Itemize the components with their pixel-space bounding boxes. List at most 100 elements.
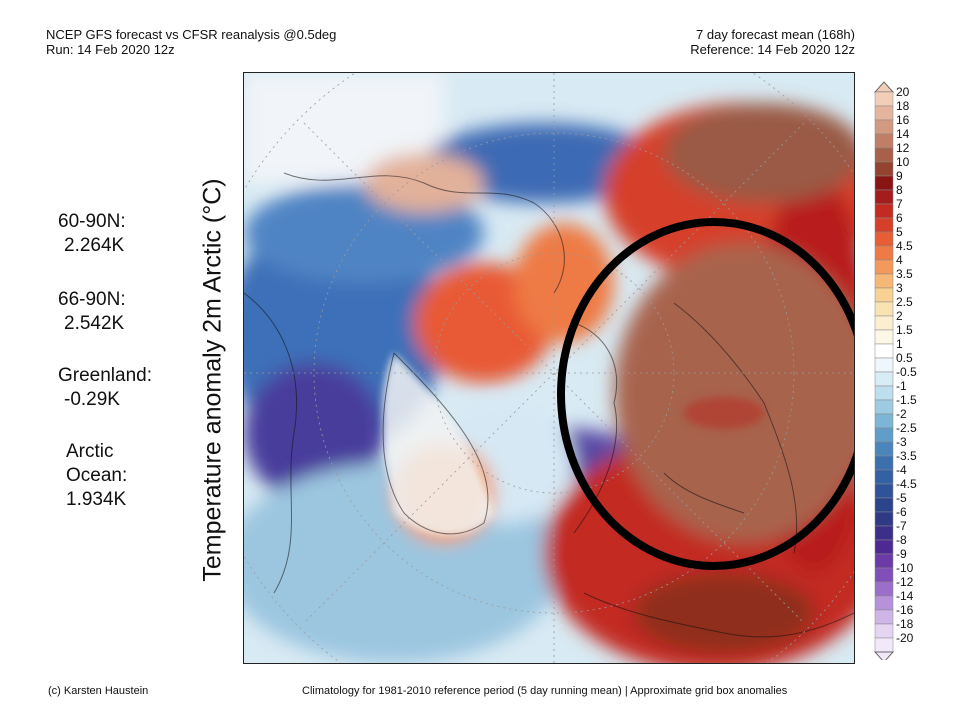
stat-label: 60-90N: — [58, 211, 126, 232]
colorbar-box — [874, 539, 894, 555]
colorbar-box — [874, 413, 894, 429]
colorbar-box — [874, 525, 894, 541]
colorbar-labels: 201816141210987654.543.532.521.510.5-0.5… — [896, 85, 917, 645]
colorbar-tick-label: -2 — [896, 407, 907, 421]
colorbar-boxes — [873, 81, 895, 660]
colorbar-box — [874, 623, 894, 639]
colorbar-tick-label: 3.5 — [896, 267, 913, 281]
colorbar-box — [874, 133, 894, 149]
colorbar-box — [874, 119, 894, 135]
stat-value: 2.542K — [64, 313, 125, 334]
colorbar-box — [874, 343, 894, 359]
colorbar-box — [874, 483, 894, 499]
colorbar-box — [874, 217, 894, 233]
colorbar-bottom-arrow — [873, 651, 895, 660]
colorbar-tick-label: -7 — [896, 519, 907, 533]
colorbar-tick-label: 2.5 — [896, 295, 913, 309]
colorbar-tick-label: -2.5 — [896, 421, 917, 435]
colorbar-box — [874, 301, 894, 317]
colorbar-tick-label: 20 — [896, 85, 910, 99]
graticule — [244, 73, 854, 663]
colorbar-tick-label: -6 — [896, 505, 907, 519]
copyright: (c) Karsten Haustein — [48, 685, 149, 697]
colorbar-tick-label: -4 — [896, 463, 907, 477]
climatology-note: Climatology for 1981-2010 reference peri… — [302, 685, 788, 697]
colorbar-tick-label: 12 — [896, 141, 910, 155]
colorbar-box — [874, 357, 894, 373]
coastlines — [244, 172, 854, 638]
colorbar-tick-label: 10 — [896, 155, 910, 169]
title-line-1: NCEP GFS forecast vs CFSR reanalysis @0.… — [46, 27, 337, 42]
colorbar-box — [874, 315, 894, 331]
colorbar-tick-label: -8 — [896, 533, 907, 547]
stat-value: -0.29K — [64, 389, 120, 410]
colorbar-box — [874, 147, 894, 163]
colorbar: 201816141210987654.543.532.521.510.5-0.5… — [873, 81, 917, 660]
header-left: NCEP GFS forecast vs CFSR reanalysis @0.… — [46, 27, 336, 57]
colorbar-tick-label: 14 — [896, 127, 910, 141]
stat-value: 2.264K — [64, 235, 125, 256]
y-axis-label: Temperature anomaly 2m Arctic (°C) — [198, 178, 227, 582]
colorbar-tick-label: -5 — [896, 491, 907, 505]
colorbar-box — [874, 567, 894, 583]
colorbar-tick-label: -4.5 — [896, 477, 917, 491]
colorbar-box — [874, 287, 894, 303]
colorbar-box — [874, 329, 894, 345]
colorbar-tick-label: -14 — [896, 589, 914, 603]
colorbar-tick-label: -10 — [896, 561, 914, 575]
stat-label: Ocean: — [66, 465, 128, 486]
colorbar-box — [874, 245, 894, 261]
map-canvas — [244, 73, 854, 663]
header-right: 7 day forecast mean (168h) Reference: 14… — [690, 27, 855, 57]
stat-60-90n: 60-90N: 2.264K — [58, 210, 126, 258]
colorbar-tick-label: 5 — [896, 225, 903, 239]
colorbar-tick-label: 2 — [896, 309, 903, 323]
colorbar-box — [874, 399, 894, 415]
colorbar-box — [874, 595, 894, 611]
stat-greenland: Greenland: -0.29K — [58, 364, 152, 412]
forecast-period: 7 day forecast mean (168h) — [696, 27, 855, 42]
colorbar-tick-label: 1.5 — [896, 323, 913, 337]
colorbar-box — [874, 427, 894, 443]
stat-arctic-ocean: Arctic Ocean: 1.934K — [66, 440, 127, 512]
colorbar-tick-label: 3 — [896, 281, 903, 295]
colorbar-box — [874, 175, 894, 191]
colorbar-box — [874, 637, 894, 653]
colorbar-tick-label: 1 — [896, 337, 903, 351]
colorbar-tick-label: -12 — [896, 575, 914, 589]
colorbar-tick-label: -3.5 — [896, 449, 917, 463]
colorbar-box — [874, 385, 894, 401]
colorbar-tick-label: 8 — [896, 183, 903, 197]
colorbar-tick-label: 9 — [896, 169, 903, 183]
colorbar-tick-label: 16 — [896, 113, 910, 127]
colorbar-box — [874, 203, 894, 219]
colorbar-box — [874, 581, 894, 597]
colorbar-top-arrow — [873, 81, 895, 93]
colorbar-tick-label: -1.5 — [896, 393, 917, 407]
colorbar-box — [874, 497, 894, 513]
colorbar-tick-label: 18 — [896, 99, 910, 113]
colorbar-tick-label: -1 — [896, 379, 907, 393]
stat-66-90n: 66-90N: 2.542K — [58, 288, 126, 336]
stat-label: Greenland: — [58, 365, 153, 386]
colorbar-box — [874, 511, 894, 527]
colorbar-box — [874, 553, 894, 569]
colorbar-box — [874, 161, 894, 177]
colorbar-box — [874, 105, 894, 121]
colorbar-box — [874, 259, 894, 275]
colorbar-tick-label: 4.5 — [896, 239, 913, 253]
colorbar-tick-label: -20 — [896, 631, 914, 645]
colorbar-box — [874, 273, 894, 289]
colorbar-box — [874, 455, 894, 471]
colorbar-tick-label: -18 — [896, 617, 914, 631]
colorbar-box — [874, 371, 894, 387]
colorbar-tick-label: 4 — [896, 253, 903, 267]
highlight-ellipse — [557, 218, 854, 570]
colorbar-tick-label: -16 — [896, 603, 914, 617]
colorbar-tick-label: -3 — [896, 435, 907, 449]
colorbar-box — [874, 609, 894, 625]
colorbar-box — [874, 231, 894, 247]
stat-value: 1.934K — [66, 489, 127, 510]
reference-date: Reference: 14 Feb 2020 12z — [690, 42, 855, 57]
greenland-shape — [382, 353, 494, 536]
